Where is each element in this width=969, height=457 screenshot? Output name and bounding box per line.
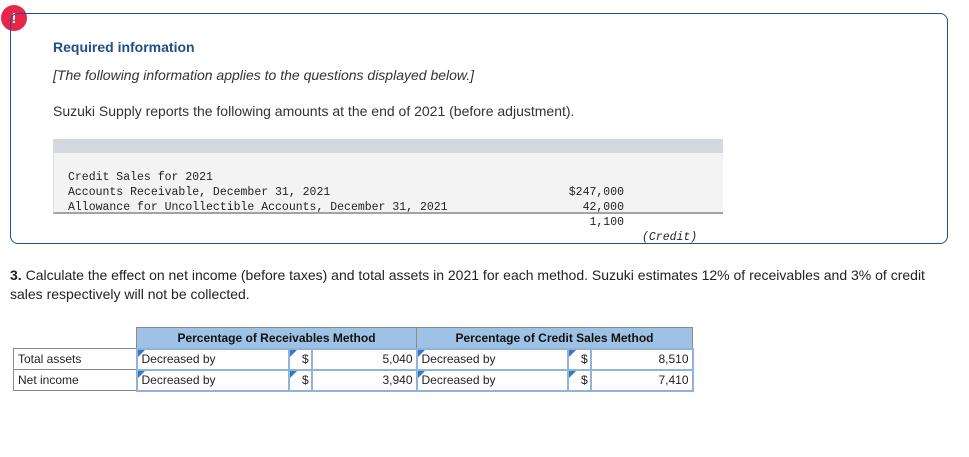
required-info-intro: Suzuki Supply reports the following amou… bbox=[53, 103, 575, 119]
answer-table-header: Percentage of Receivables Method Percent… bbox=[13, 327, 693, 349]
required-info-subtitle: [The following information applies to th… bbox=[53, 67, 475, 83]
amount-value: 1,100 bbox=[589, 216, 624, 229]
amount-label: Credit Sales for 2021 bbox=[68, 171, 213, 184]
required-info-title: Required information bbox=[53, 39, 195, 55]
amount-value: $247,000 bbox=[568, 186, 624, 199]
amount-label: Accounts Receivable, December 31, 2021 bbox=[68, 186, 331, 199]
amount-row: Allowance for Uncollectible Accounts, De… bbox=[68, 185, 697, 244]
amount-note: (Credit) bbox=[642, 231, 698, 244]
credit-sales-effect-select[interactable]: Decreased by bbox=[415, 368, 569, 392]
table-row: Total assets Decreased by $ 5,040 Decrea… bbox=[13, 347, 694, 371]
currency-symbol: $ bbox=[288, 368, 314, 392]
question-text: 3. Calculate the effect on net income (b… bbox=[10, 266, 955, 304]
question-body: Calculate the effect on net income (befo… bbox=[10, 267, 925, 302]
currency-symbol: $ bbox=[566, 347, 592, 371]
row-label-total-assets: Total assets bbox=[13, 348, 137, 370]
required-info-panel bbox=[10, 13, 948, 244]
amount-label: Allowance for Uncollectible Accounts, De… bbox=[68, 201, 448, 214]
amount-row: Accounts Receivable, December 31, 2021 4… bbox=[68, 170, 624, 214]
question-number: 3. bbox=[10, 267, 22, 283]
amount-row: Credit Sales for 2021 $247,000 bbox=[68, 155, 624, 199]
currency-symbol: $ bbox=[566, 368, 592, 392]
receivables-amount-input[interactable]: 5,040 bbox=[311, 347, 418, 371]
credit-sales-effect-select[interactable]: Decreased by bbox=[415, 347, 569, 371]
header-blank bbox=[13, 327, 137, 349]
receivables-effect-select[interactable]: Decreased by bbox=[135, 368, 291, 392]
row-label-net-income: Net income bbox=[13, 369, 137, 391]
header-credit-sales-method: Percentage of Credit Sales Method bbox=[416, 327, 693, 349]
credit-sales-amount-input[interactable]: 7,410 bbox=[589, 368, 694, 392]
answer-table: Percentage of Receivables Method Percent… bbox=[13, 327, 694, 392]
table-row: Net income Decreased by $ 3,940 Decrease… bbox=[13, 368, 694, 392]
receivables-amount-input[interactable]: 3,940 bbox=[311, 368, 418, 392]
header-receivables-method: Percentage of Receivables Method bbox=[136, 327, 417, 349]
amount-value: 42,000 bbox=[582, 201, 624, 214]
credit-sales-amount-input[interactable]: 8,510 bbox=[589, 347, 694, 371]
receivables-effect-select[interactable]: Decreased by bbox=[135, 347, 291, 371]
amounts-panel: Credit Sales for 2021 $247,000 Accounts … bbox=[53, 139, 723, 244]
currency-symbol: $ bbox=[288, 347, 314, 371]
